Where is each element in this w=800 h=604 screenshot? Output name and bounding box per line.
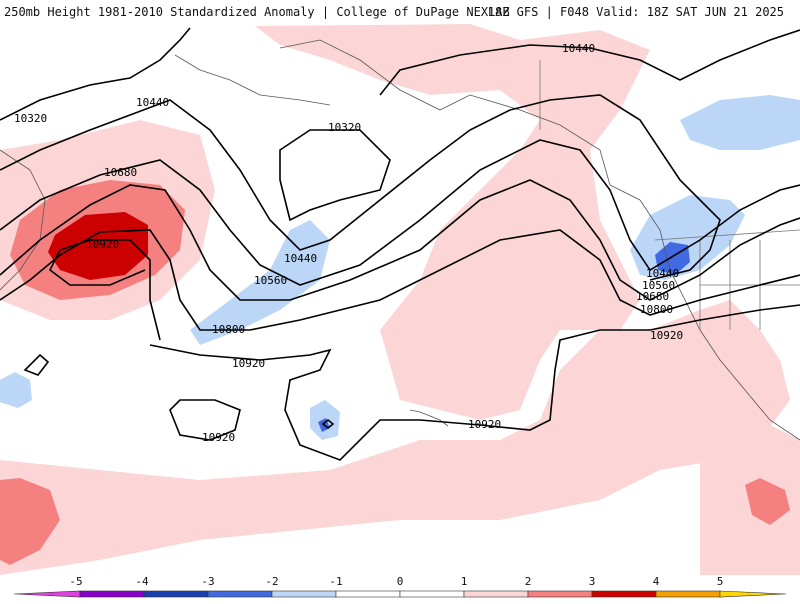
contour-label-10680-b: 10680	[636, 290, 669, 303]
contour-10800	[0, 229, 800, 331]
colorbar-swatch-zero-a	[335, 590, 401, 598]
contour-10920-main	[149, 304, 800, 461]
coastline-hawaii	[409, 409, 449, 427]
colorbar-tick-label: -4	[135, 575, 149, 588]
contour-label-10920-d: 10920	[468, 418, 501, 431]
colorbar-tick-label: -1	[329, 575, 342, 588]
colorbar-swatch-n1	[271, 590, 337, 598]
contour-label-10800-a: 10800	[212, 323, 245, 336]
contour-labels: 10320 10440 10320 10440 10680 10920 1044…	[14, 42, 683, 444]
anomaly-region-southwest	[0, 478, 60, 565]
map-header: 250mb Height 1981-2010 Standardized Anom…	[0, 0, 800, 24]
positive-anomaly-shading	[0, 24, 800, 575]
contour-10920-small	[23, 353, 50, 376]
colorbar-tick-label: -3	[201, 575, 214, 588]
contour-10920-west	[48, 239, 161, 341]
contour-10680	[0, 179, 800, 301]
contour-label-10920-e: 10920	[650, 329, 683, 342]
contour-label-10560-b: 10560	[642, 279, 675, 292]
coastline-alaska	[279, 39, 641, 201]
contour-10560	[0, 139, 800, 286]
coastline-kamchatka	[0, 149, 46, 291]
contour-10440-north	[379, 29, 800, 96]
contour-label-10440-b: 10440	[562, 42, 595, 55]
contour-10320-west	[0, 27, 191, 121]
colorbar-tick-label: 4	[653, 575, 660, 588]
coastlines	[0, 39, 800, 441]
anomaly-region-central-trough	[190, 220, 330, 345]
map-canvas: 10320 10440 10320 10440 10680 10920 1044…	[0, 24, 800, 575]
map-title: 250mb Height 1981-2010 Standardized Anom…	[4, 5, 510, 19]
anomaly-region-south-pacific	[0, 300, 790, 575]
colorbar-swatch-p2	[527, 590, 593, 598]
coastline-bering	[174, 54, 331, 106]
border-canada-us	[654, 229, 800, 330]
contour-label-10920-c: 10920	[202, 431, 235, 444]
colorbar-tick-label: 1	[461, 575, 468, 588]
contour-10440-west	[0, 94, 721, 281]
contour-label-10800-b: 10800	[640, 303, 673, 316]
anomaly-region-southeast	[745, 478, 790, 525]
colorbar-swatch-p4	[655, 590, 721, 598]
contour-10320-center	[279, 129, 391, 222]
contour-label-10320-b: 10320	[328, 121, 361, 134]
model-run-label: 18Z GFS | F048 Valid: 18Z SAT JUN 21 202…	[487, 5, 784, 19]
contour-label-10680-a: 10680	[104, 166, 137, 179]
colorbar-tick-label: 0	[397, 575, 404, 588]
anomaly-region-west-coast-core	[655, 242, 690, 275]
anomaly-region-west-edge	[0, 372, 32, 408]
colorbar-tick-labels: -5 -4 -3 -2 -1 0 1 2 3 4 5	[69, 575, 723, 588]
anomaly-region-gulf-alaska	[420, 250, 560, 330]
anomaly-map: 10320 10440 10320 10440 10680 10920 1044…	[0, 24, 800, 575]
contour-label-10560-a: 10560	[254, 274, 287, 287]
colorbar-swatch-n3	[143, 590, 209, 598]
colorbar-tick-label: 2	[525, 575, 532, 588]
colorbar-canvas: -5 -4 -3 -2 -1 0 1 2 3 4 5	[13, 575, 787, 598]
contour-10920-island	[169, 399, 241, 441]
colorbar-tick-label: 3	[589, 575, 596, 588]
contour-label-10440-d: 10440	[646, 267, 679, 280]
colorbar-swatch-zero-b	[399, 590, 465, 598]
anomaly-region-canada-low	[680, 95, 800, 150]
colorbar: -5 -4 -3 -2 -1 0 1 2 3 4 5	[0, 575, 800, 600]
contour-label-10320-a: 10320	[14, 112, 47, 125]
contour-label-10440-c: 10440	[284, 252, 317, 265]
anomaly-region-japan-core	[48, 212, 148, 280]
colorbar-tick-label: -2	[265, 575, 278, 588]
colorbar-swatch-n2	[207, 590, 273, 598]
colorbar-swatch-n4	[79, 590, 145, 598]
height-contours	[0, 27, 800, 461]
colorbar-swatches	[13, 590, 787, 598]
contour-label-10920-a: 10920	[86, 238, 119, 251]
contour-label-10440-a: 10440	[136, 96, 169, 109]
colorbar-tick-label: 5	[717, 575, 724, 588]
colorbar-swatch-p3	[591, 590, 657, 598]
contour-10920-hawaii	[321, 418, 335, 430]
contour-label-10920-b: 10920	[232, 357, 265, 370]
colorbar-tick-label: -5	[69, 575, 82, 588]
colorbar-swatch-p5	[719, 590, 787, 598]
colorbar-swatch-p1	[463, 590, 529, 598]
colorbar-swatch-n5	[13, 590, 81, 598]
